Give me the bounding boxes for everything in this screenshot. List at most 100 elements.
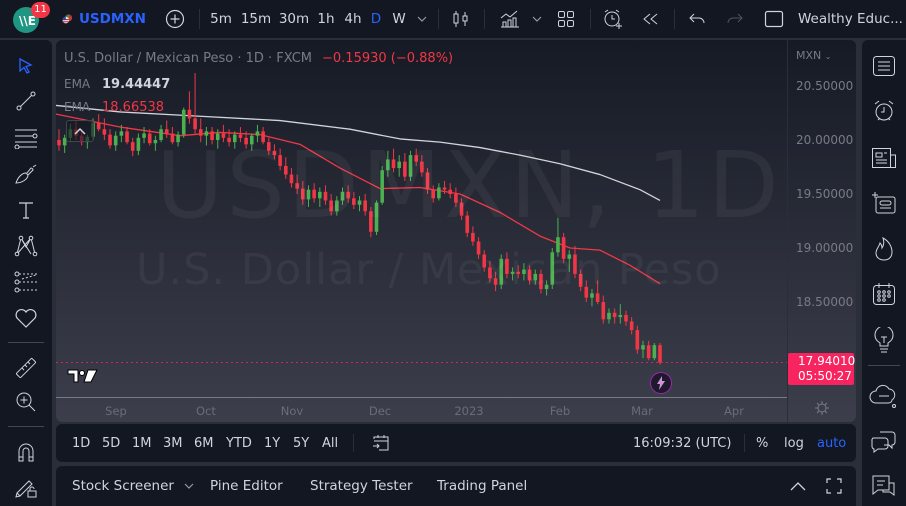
- account-name[interactable]: Wealthy Educ...: [798, 11, 903, 27]
- range-3m[interactable]: 3M: [163, 435, 183, 451]
- utc-clock[interactable]: 16:09:32 (UTC): [633, 435, 732, 451]
- hotlists-button[interactable]: [868, 233, 900, 265]
- tab-stock-screener[interactable]: Stock Screener: [72, 466, 194, 506]
- divider: [8, 426, 44, 427]
- interval-w[interactable]: W: [392, 11, 406, 27]
- price-axis[interactable]: MXN ⌄ 20.50000 20.00000 19.50000 19.0000…: [787, 40, 856, 422]
- prediction-tool[interactable]: [10, 266, 42, 298]
- chart-settings-icon[interactable]: [814, 400, 830, 416]
- interval-dropdown[interactable]: [414, 0, 430, 38]
- interval-30m[interactable]: 30m: [278, 11, 310, 27]
- cursor-tool[interactable]: [10, 50, 42, 82]
- chart-type-button[interactable]: [449, 0, 473, 38]
- replay-button[interactable]: [640, 0, 662, 38]
- square-icon: [764, 10, 784, 28]
- indicators-button[interactable]: [497, 0, 523, 38]
- tab-strategy-tester[interactable]: Strategy Tester: [310, 478, 413, 494]
- zoom-in-tool[interactable]: [10, 386, 42, 418]
- log-scale-toggle[interactable]: log: [784, 435, 804, 451]
- chat-bubbles-icon: [871, 431, 896, 453]
- undo-icon: [689, 13, 705, 24]
- flag-icon: [62, 14, 72, 24]
- trend-line-tool[interactable]: [10, 85, 42, 117]
- ema-legend-fast[interactable]: EMA 18.66538: [64, 100, 164, 115]
- range-5y[interactable]: 5Y: [293, 435, 310, 451]
- collapse-legend-button[interactable]: [66, 120, 94, 142]
- fib-lines-icon: [14, 129, 38, 149]
- favorites-tool[interactable]: [10, 302, 42, 334]
- cloud-chat-icon: [869, 384, 896, 408]
- magnet-tool[interactable]: [10, 436, 42, 468]
- create-alert-button[interactable]: [600, 0, 626, 38]
- interval-5m[interactable]: 5m: [210, 11, 232, 27]
- chevron-down-icon: [184, 483, 194, 489]
- fullscreen-toggle[interactable]: [762, 0, 786, 38]
- auto-scale-toggle[interactable]: auto: [817, 435, 847, 451]
- tab-pine-editor[interactable]: Pine Editor: [210, 478, 283, 494]
- pattern-tool[interactable]: [10, 230, 42, 262]
- divider: [744, 434, 745, 452]
- current-price: 17.94010: [798, 354, 856, 368]
- brush-tool[interactable]: [10, 158, 42, 190]
- price-label: 18.50000: [796, 295, 854, 309]
- interval-4h[interactable]: 4h: [344, 11, 362, 27]
- alerts-button[interactable]: [868, 95, 900, 127]
- redo-button[interactable]: [724, 0, 746, 38]
- notification-badge: 11: [31, 2, 50, 18]
- add-to-list-button[interactable]: [868, 187, 900, 219]
- time-label: Feb: [549, 404, 571, 418]
- range-5d[interactable]: 5D: [102, 435, 121, 451]
- go-to-date-button[interactable]: [372, 424, 390, 462]
- symbol-label: USDMXN: [78, 11, 146, 27]
- text-tool[interactable]: [10, 194, 42, 226]
- interval-1h[interactable]: 1h: [317, 11, 335, 27]
- calendar-button[interactable]: [868, 278, 900, 310]
- calendar-icon: [873, 283, 895, 305]
- community-button[interactable]: [868, 425, 900, 457]
- layout-button[interactable]: [555, 0, 577, 38]
- ruler-icon: [16, 358, 36, 378]
- range-1m[interactable]: 1M: [132, 435, 152, 451]
- lock-drawings-tool[interactable]: [10, 470, 42, 502]
- indicators-dropdown[interactable]: [530, 0, 544, 38]
- measure-tool[interactable]: [10, 352, 42, 384]
- time-label: Mar: [631, 404, 653, 418]
- expand-panel-button[interactable]: [790, 466, 806, 506]
- interval-d[interactable]: D: [370, 11, 382, 27]
- undo-button[interactable]: [686, 0, 708, 38]
- news-button[interactable]: [868, 142, 900, 174]
- interval-15m[interactable]: 15m: [240, 11, 272, 27]
- tab-trading-panel[interactable]: Trading Panel: [437, 478, 528, 494]
- chats-button[interactable]: [868, 380, 900, 412]
- time-axis[interactable]: Sep Oct Nov Dec 2023 Feb Mar Apr: [56, 397, 787, 422]
- redo-icon: [727, 13, 743, 24]
- range-ytd[interactable]: YTD: [226, 435, 252, 451]
- ideas-button[interactable]: [868, 324, 900, 356]
- drawing-toolbar: [0, 40, 52, 506]
- fib-retracement-tool[interactable]: [10, 122, 42, 154]
- time-label: Dec: [368, 404, 392, 418]
- currency-unit-dropdown[interactable]: MXN ⌄: [796, 49, 831, 62]
- percent-scale-toggle[interactable]: %: [756, 435, 769, 451]
- range-1d[interactable]: 1D: [72, 435, 91, 451]
- lightning-event-marker[interactable]: [650, 372, 672, 394]
- tradingview-logo-icon[interactable]: [67, 368, 99, 384]
- range-1y[interactable]: 1Y: [264, 435, 281, 451]
- price-chart[interactable]: [56, 40, 856, 422]
- messages-button[interactable]: [868, 470, 900, 502]
- newspaper-icon: [872, 148, 896, 168]
- brush-icon: [15, 164, 37, 184]
- series-legend[interactable]: U.S. Dollar / Mexican Peso · 1D · FXCM −0…: [64, 51, 453, 66]
- watermark-symbol: USDMXN, 1D: [156, 132, 782, 239]
- range-all[interactable]: All: [322, 435, 339, 451]
- range-6m[interactable]: 6M: [194, 435, 214, 451]
- maximize-panel-button[interactable]: [826, 466, 842, 506]
- symbol-search[interactable]: USDMXN: [62, 0, 146, 38]
- bar-countdown: 05:50:27: [798, 369, 852, 383]
- trend-line-icon: [16, 91, 36, 111]
- watchlist-button[interactable]: [868, 50, 900, 82]
- chart-area[interactable]: USDMXN, 1D U.S. Dollar / Mexican Peso U.…: [56, 40, 856, 422]
- compare-symbol-button[interactable]: [163, 0, 187, 38]
- alarm-add-icon: [604, 9, 622, 29]
- ema-legend-slow[interactable]: EMA 19.44447: [64, 77, 170, 92]
